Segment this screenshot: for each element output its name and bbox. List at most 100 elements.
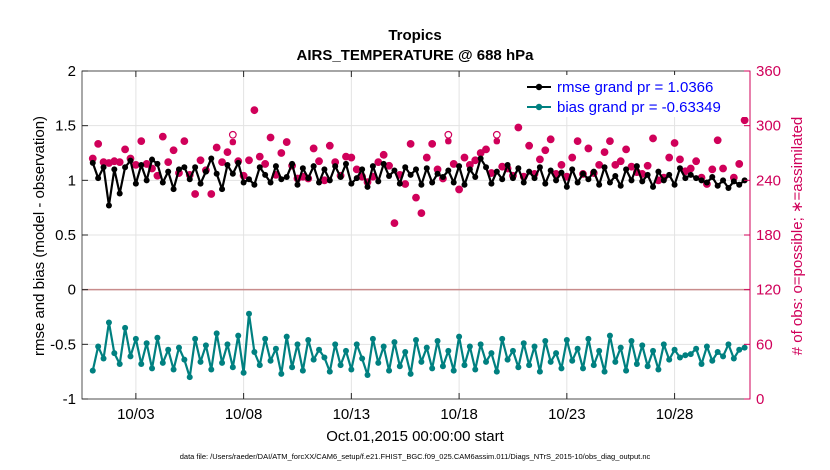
obs-possible-point	[546, 135, 555, 144]
obs-assimilated-point	[741, 117, 748, 124]
obs-assimilated-point	[396, 171, 404, 179]
obs-assimilated-point	[644, 162, 651, 169]
obs-assimilated-point	[213, 144, 220, 151]
obs-assimilated-point	[132, 161, 140, 169]
obs-possible-point	[557, 160, 566, 169]
bias-point	[628, 338, 635, 345]
obs-assimilated-point	[622, 146, 630, 153]
bias-point	[213, 330, 220, 337]
obs-assimilated-point	[251, 106, 258, 114]
obs-assimilated-point	[493, 137, 501, 145]
bias-point	[531, 343, 538, 350]
bias-point	[439, 363, 446, 370]
bias-point	[132, 335, 139, 342]
rmse-point	[391, 167, 398, 174]
obs-assimilated-point	[299, 173, 307, 180]
rmse-point	[639, 178, 646, 185]
y-tick-label-left: 2	[68, 63, 76, 80]
bias-point	[224, 341, 231, 348]
obs-possible-point	[228, 130, 237, 139]
bias-point	[353, 341, 360, 348]
obs-assimilated-point	[369, 173, 377, 180]
bias-point	[197, 358, 204, 365]
obs-possible-point	[606, 137, 614, 146]
rmse-point	[127, 157, 134, 164]
bias-point	[272, 345, 279, 352]
rmse-point	[289, 160, 296, 167]
rmse-point	[612, 172, 619, 179]
obs-possible-point	[595, 160, 604, 169]
rmse-point	[165, 168, 172, 175]
bias-point	[542, 338, 549, 345]
obs-assimilated-point	[111, 158, 118, 165]
rmse-point	[89, 159, 96, 166]
obs-possible-point	[94, 139, 103, 148]
bias-point	[580, 365, 586, 372]
obs-possible-point	[708, 165, 717, 174]
rmse-point	[111, 166, 118, 173]
bias-point	[192, 335, 199, 342]
obs-assimilated-point	[181, 137, 188, 145]
bias-point	[391, 339, 398, 346]
rmse-point	[348, 180, 355, 187]
obs-possible-point	[670, 139, 679, 147]
obs-assimilated-point	[504, 165, 511, 172]
rmse-point	[202, 168, 209, 175]
obs-possible-point	[212, 143, 221, 152]
bias-point	[149, 365, 156, 372]
obs-assimilated-point	[488, 169, 495, 177]
obs-possible-point	[482, 145, 490, 154]
rmse-point	[95, 175, 102, 182]
bias-point	[504, 356, 511, 363]
rmse-point	[601, 164, 608, 171]
obs-assimilated-point	[197, 157, 204, 164]
bias-point	[633, 361, 640, 368]
rmse-point	[714, 182, 721, 189]
rmse-point	[429, 179, 436, 186]
bias-point	[342, 347, 349, 354]
rmse-point	[558, 169, 565, 176]
bias-point	[289, 364, 296, 371]
rmse-point	[676, 165, 683, 172]
axis-ticks: 10/03 10/08 10/13 10/18 10/23 10/28 -1 -0.5 0 0.5…	[50, 63, 781, 423]
rmse-point	[720, 177, 727, 184]
rmse-point	[736, 181, 743, 188]
obs-assimilated-point	[628, 163, 635, 170]
rmse-point	[504, 162, 511, 169]
obs-possible-point	[622, 145, 630, 154]
y-axis-label-right: # of obs: o=possible; ∗=assimilated	[789, 117, 806, 356]
obs-possible-point	[643, 161, 652, 170]
bias-point	[175, 344, 182, 351]
obs-assimilated-point	[515, 124, 522, 131]
bias-point	[116, 361, 123, 368]
rmse-point	[116, 190, 123, 197]
obs-possible-point	[121, 145, 129, 154]
obs-assimilated-point	[391, 219, 398, 227]
rmse-point	[122, 164, 129, 171]
bias-point	[332, 341, 339, 348]
chart-title: Tropics	[388, 27, 441, 44]
obs-possible-point	[277, 149, 286, 157]
bias-point	[472, 366, 479, 373]
bias-point	[698, 361, 705, 368]
rmse-point	[585, 176, 592, 183]
bias-point	[310, 356, 317, 363]
bias-point	[483, 358, 490, 365]
rmse-point	[267, 179, 274, 186]
obs-assimilated-point	[563, 173, 571, 180]
bias-point	[202, 342, 209, 349]
obs-assimilated-point	[520, 173, 527, 180]
legend-rmse-marker	[535, 83, 543, 91]
rmse-point	[569, 166, 576, 173]
rmse-point	[364, 183, 371, 190]
obs-assimilated-point	[714, 137, 721, 144]
obs-possible-point	[379, 150, 388, 159]
bias-point	[89, 367, 96, 374]
obs-possible-point	[245, 156, 253, 165]
rmse-point	[461, 181, 468, 188]
obs-assimilated-point	[434, 166, 441, 173]
rmse-point	[375, 178, 382, 185]
rmse-point	[283, 174, 290, 181]
bias-point	[730, 355, 737, 362]
y-tick-label-left: 0	[68, 282, 76, 299]
